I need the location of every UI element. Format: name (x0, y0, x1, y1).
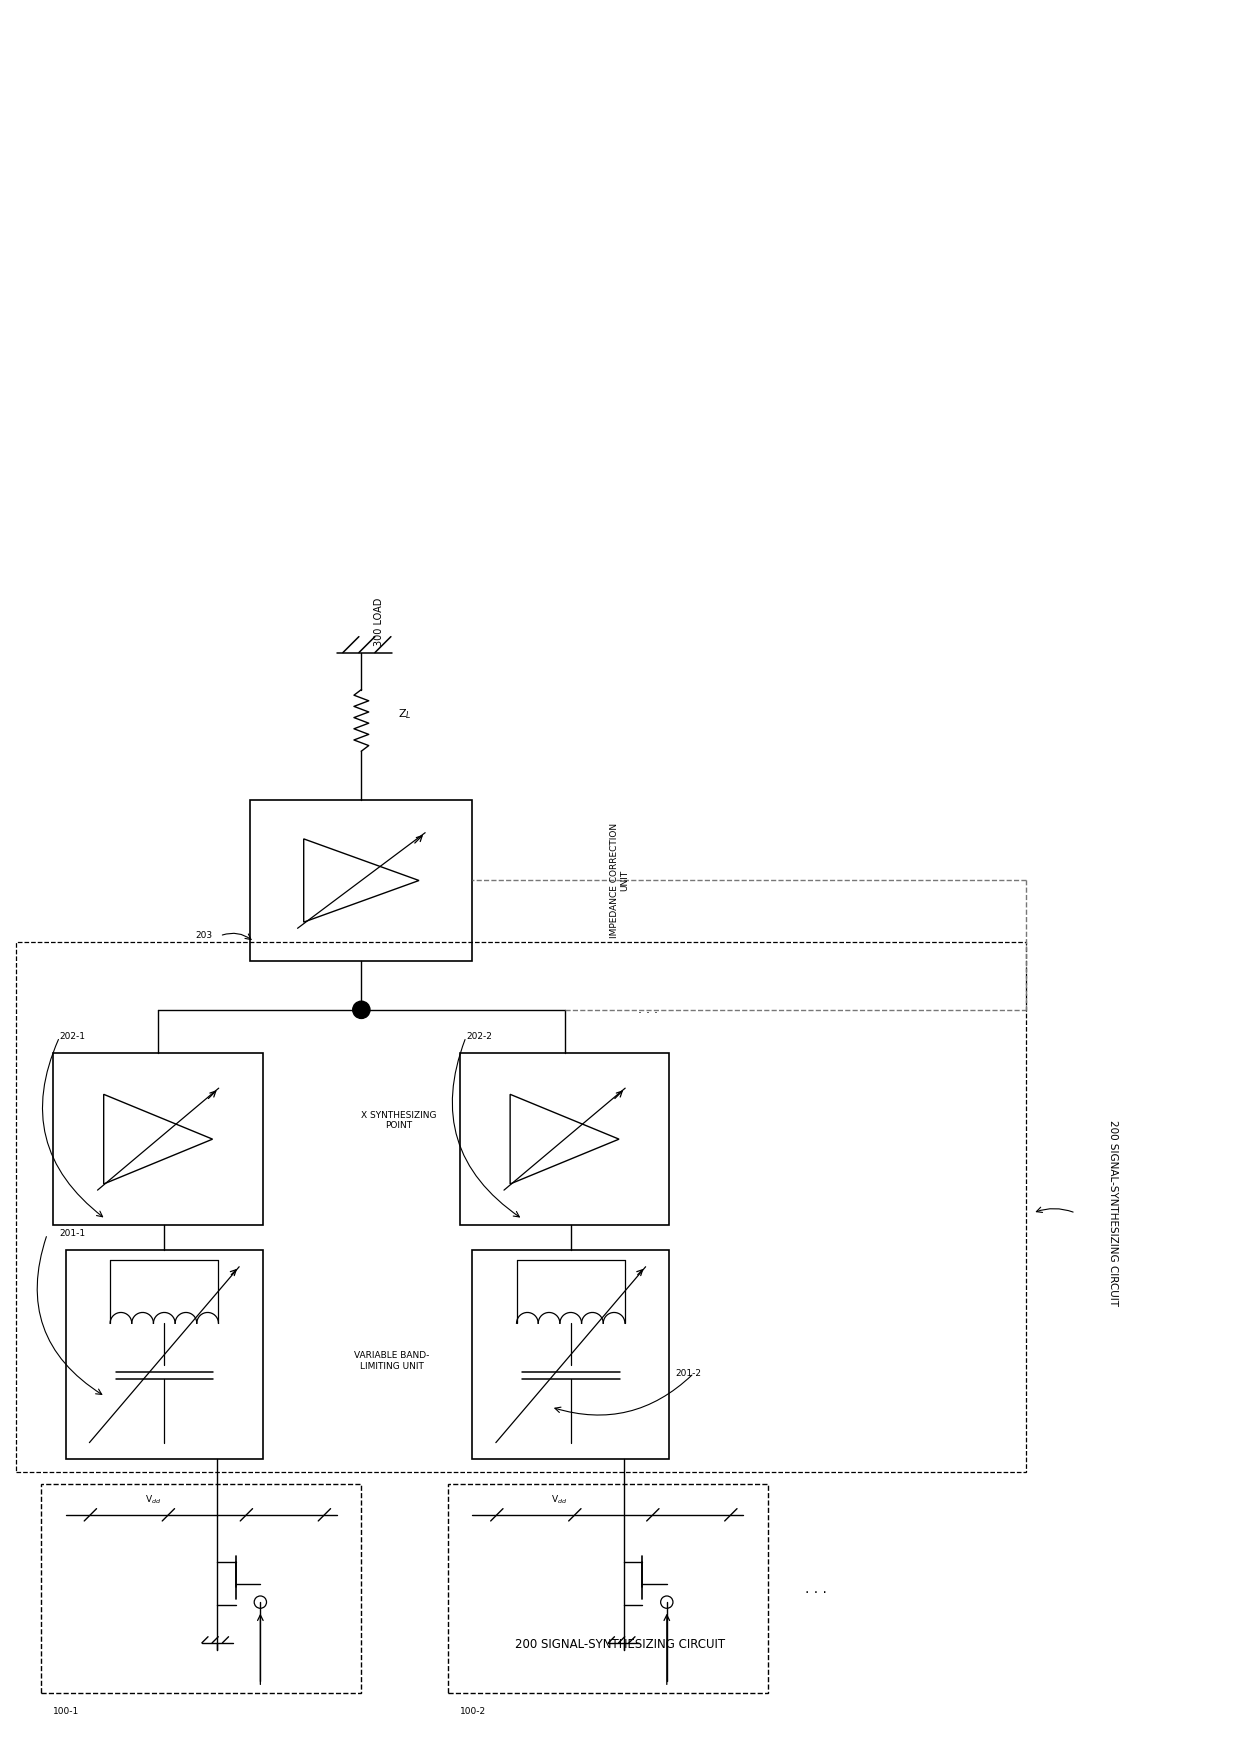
Bar (41, 1485, 361, 1694)
Bar (16, 942, 1027, 1472)
Text: X SYNTHESIZING
POINT: X SYNTHESIZING POINT (361, 1111, 436, 1131)
Text: 100-2: 100-2 (460, 1708, 486, 1717)
Bar (448, 1485, 768, 1694)
Text: 202-1: 202-1 (60, 1032, 86, 1041)
Bar (472, 1250, 670, 1460)
Text: V$_{dd}$: V$_{dd}$ (552, 1493, 568, 1506)
Text: 100-1: 100-1 (53, 1708, 79, 1717)
Text: 300 LOAD: 300 LOAD (373, 597, 383, 646)
Text: 202-2: 202-2 (466, 1032, 492, 1041)
Text: 200 SIGNAL-SYNTHESIZING CIRCUIT: 200 SIGNAL-SYNTHESIZING CIRCUIT (515, 1638, 725, 1650)
Circle shape (352, 1002, 370, 1018)
Text: . . .: . . . (639, 1004, 658, 1016)
Bar (460, 1053, 670, 1226)
Text: IMPEDANCE CORRECTION
UNIT: IMPEDANCE CORRECTION UNIT (610, 822, 630, 939)
Bar (53, 1053, 263, 1226)
Bar (66, 1250, 263, 1460)
Text: VARIABLE BAND-
LIMITING UNIT: VARIABLE BAND- LIMITING UNIT (355, 1351, 430, 1370)
Text: V$_{dd}$: V$_{dd}$ (145, 1493, 161, 1506)
Text: Z$_L$: Z$_L$ (398, 708, 412, 720)
Text: 200 SIGNAL-SYNTHESIZING CIRCUIT: 200 SIGNAL-SYNTHESIZING CIRCUIT (1107, 1120, 1117, 1307)
Text: . . .: . . . (805, 1581, 827, 1595)
Bar (250, 801, 472, 960)
Text: 201-1: 201-1 (60, 1229, 86, 1238)
Text: 203: 203 (195, 932, 212, 940)
Text: 201-2: 201-2 (676, 1368, 702, 1377)
